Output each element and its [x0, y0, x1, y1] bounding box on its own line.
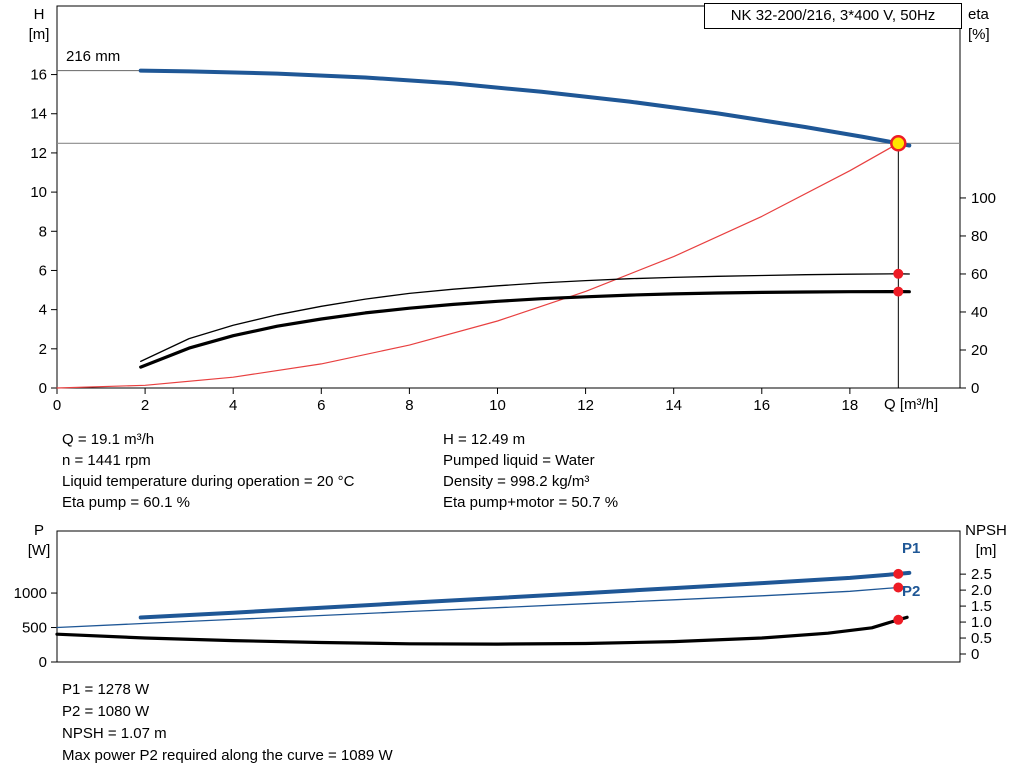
h-axis-label: H [m] — [18, 5, 60, 45]
right-axis-tick-label: 1.5 — [971, 598, 992, 615]
h-axis-symbol: H — [33, 6, 45, 23]
curve-end-marker — [893, 286, 904, 297]
right-axis-tick-label: 0 — [971, 380, 979, 397]
right-axis-tick-label: 100 — [971, 190, 996, 207]
p1-value: P1 = 1278 W — [62, 681, 150, 698]
npsh-axis-unit: [m] — [975, 542, 997, 559]
npsh-value: NPSH = 1.07 m — [62, 725, 167, 742]
curve-end-marker — [893, 268, 904, 279]
plot-border — [56, 530, 961, 663]
operating-data-right: H = 12.49 m Pumped liquid = Water Densit… — [443, 429, 618, 513]
eta-pump-value: Eta pump = 60.1 % — [62, 494, 190, 511]
density-value: Density = 998.2 kg/m³ — [443, 473, 590, 490]
right-axis-tick-label: 2.0 — [971, 582, 992, 599]
npsh-curve — [55, 615, 909, 646]
left-axis-tick-label: 16 — [30, 67, 47, 84]
right-axis-tick-label: 40 — [971, 304, 988, 321]
pump-curve-216mm — [138, 68, 912, 148]
right-axis-tick-label: 0.5 — [971, 630, 992, 647]
right-axis-tick-label: 1.0 — [971, 614, 992, 631]
eta-pump-curve — [140, 273, 910, 363]
x-axis-tick-label: 2 — [141, 397, 149, 414]
max-power-value: Max power P2 required along the curve = … — [62, 747, 393, 764]
right-axis-tick-label: 20 — [971, 342, 988, 359]
qh-eta-chart: 0 2 4 6 8 10 12 14 16 18 0 2 4 6 8 10 12 14 16 0 20 40 60 80 100 — [30, 5, 996, 414]
npsh-axis-symbol: NPSH — [965, 522, 1007, 539]
operating-data-left: Q = 19.1 m³/h n = 1441 rpm Liquid temper… — [62, 429, 354, 513]
right-axis-tick-label: 0 — [971, 646, 979, 663]
left-axis-tick-label: 1000 — [14, 585, 47, 602]
npsh-axis-label: NPSH [m] — [958, 521, 1014, 561]
h-axis-unit: [m] — [28, 26, 50, 43]
left-axis-tick-label: 0 — [39, 380, 47, 397]
x-axis-tick-label: 8 — [405, 397, 413, 414]
p1-curve-label: P1 — [902, 540, 921, 557]
left-axis-tick-label: 10 — [30, 184, 47, 201]
eta-axis-unit: [%] — [968, 26, 990, 43]
speed-value: n = 1441 rpm — [62, 452, 151, 469]
results-block: P1 = 1278 W P2 = 1080 W NPSH = 1.07 m Ma… — [62, 679, 393, 767]
p-axis-unit: [W] — [27, 542, 51, 559]
plot-border — [56, 5, 961, 389]
x-axis-tick-label: 12 — [577, 397, 594, 414]
left-axis-tick-label: 4 — [39, 302, 47, 319]
left-axis-tick-label: 2 — [39, 341, 47, 358]
right-axis-tick-label: 2.5 — [971, 566, 992, 583]
pumped-liquid-value: Pumped liquid = Water — [443, 452, 595, 469]
curve-end-marker — [893, 614, 904, 625]
eta-axis-label: eta [%] — [962, 5, 1014, 45]
flow-value: Q = 19.1 m³/h — [62, 431, 155, 448]
eta-pump-motor-curve — [139, 290, 911, 369]
left-axis-tick-label: 0 — [39, 654, 47, 671]
p2-curve — [56, 586, 910, 629]
right-axis-tick-label: 60 — [971, 266, 988, 283]
head-value: H = 12.49 m — [443, 431, 526, 448]
liquid-temperature-value: Liquid temperature during operation = 20… — [62, 473, 355, 490]
p2-value: P2 = 1080 W — [62, 703, 150, 720]
system-curve — [56, 142, 899, 389]
eta-axis-symbol: eta — [968, 6, 989, 23]
pump-title-box: NK 32-200/216, 3*400 V, 50Hz — [704, 3, 962, 29]
eta-pump-motor-value: Eta pump+motor = 50.7 % — [443, 494, 619, 511]
p2-curve-label: P2 — [902, 583, 921, 600]
left-axis-tick-label: 8 — [39, 223, 47, 240]
left-axis-tick-label: 14 — [30, 106, 47, 123]
left-axis-tick-label: 12 — [30, 145, 47, 162]
curve-end-marker — [893, 568, 904, 579]
left-axis-tick-label: 500 — [22, 620, 47, 637]
p-axis-label: P [W] — [18, 521, 60, 561]
x-axis-tick-label: 18 — [842, 397, 859, 414]
curve-end-marker — [893, 582, 904, 593]
p1-curve — [138, 570, 912, 620]
duty-point-marker[interactable] — [890, 135, 907, 152]
q-axis-label: Q [m³/h] — [884, 396, 939, 413]
left-axis-tick-label: 6 — [39, 262, 47, 279]
x-axis-tick-label: 10 — [489, 397, 506, 414]
p-axis-symbol: P — [33, 522, 44, 539]
x-axis-tick-label: 0 — [53, 397, 61, 414]
x-axis-tick-label: 6 — [317, 397, 325, 414]
right-axis-tick-label: 80 — [971, 228, 988, 245]
x-axis-tick-label: 4 — [229, 397, 237, 414]
x-axis-tick-label: 14 — [665, 397, 682, 414]
impeller-size-label: 216 mm — [66, 48, 121, 65]
x-axis-tick-label: 16 — [753, 397, 770, 414]
